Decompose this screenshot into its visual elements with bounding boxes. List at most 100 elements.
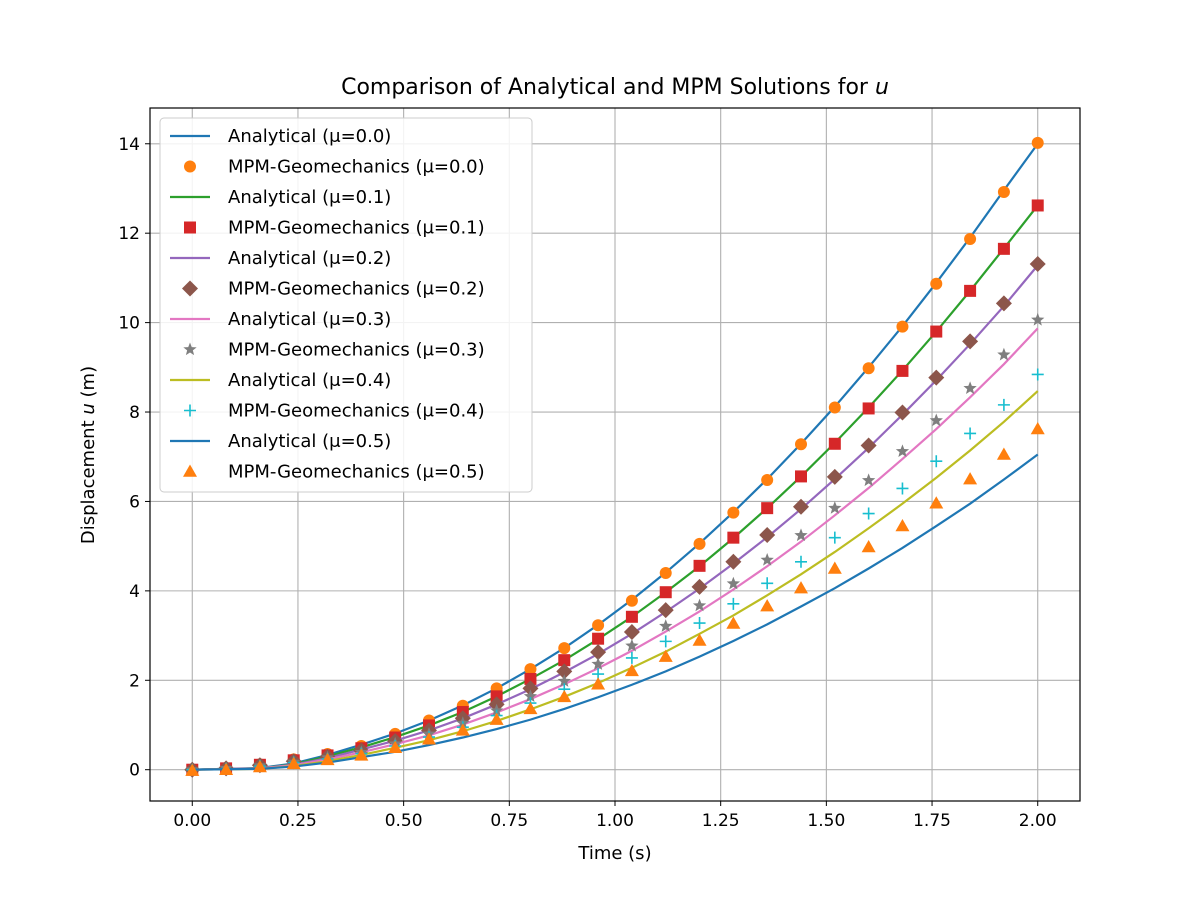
data-point: [523, 689, 538, 703]
y-axis-label-prefix: Displacement: [78, 420, 99, 544]
data-point: [727, 506, 740, 519]
data-point: [591, 657, 605, 670]
data-point: [826, 468, 843, 485]
data-point: [727, 531, 740, 544]
data-point: [659, 635, 672, 648]
series-layer: [184, 136, 1046, 778]
data-point: [862, 402, 875, 415]
series-10: [192, 453, 1039, 771]
legend-marker-swatch: [183, 464, 197, 477]
data-point: [828, 531, 841, 544]
data-point: [964, 284, 977, 297]
data-point: [794, 581, 808, 594]
y-tick-label: 4: [129, 582, 140, 602]
legend-entry: Analytical (μ=0.4): [170, 370, 391, 391]
data-point: [962, 333, 979, 350]
legend-entry: Analytical (μ=0.3): [170, 309, 391, 330]
data-point: [761, 473, 774, 486]
x-tick-label: 1.50: [807, 811, 845, 831]
y-tick-label: 14: [118, 135, 140, 155]
x-tick-label: 0.25: [279, 811, 317, 831]
grid: [150, 108, 1080, 801]
legend-marker-swatch: [184, 221, 196, 234]
data-point: [522, 680, 539, 697]
data-point: [896, 482, 909, 495]
data-point: [761, 502, 774, 515]
legend-label: Analytical (μ=0.4): [228, 370, 391, 391]
data-point: [557, 689, 572, 703]
legend-label: MPM-Geomechanics (μ=0.2): [228, 279, 485, 300]
data-point: [895, 444, 910, 458]
data-point: [929, 496, 944, 509]
legend-entry: Analytical (μ=0.1): [170, 187, 391, 208]
data-point: [727, 597, 740, 610]
x-tick-label: 1.00: [596, 811, 634, 831]
data-point: [592, 632, 605, 645]
legend: Analytical (μ=0.0) MPM-Geomechanics (μ=0.…: [159, 117, 533, 493]
x-tick-label: 0.00: [173, 811, 211, 831]
series-8: [192, 390, 1039, 771]
data-point: [725, 553, 742, 570]
y-axis-label-suffix: (m): [78, 366, 99, 398]
data-point: [997, 347, 1011, 361]
series-line: [192, 453, 1039, 771]
data-point: [928, 369, 945, 386]
data-point: [286, 756, 301, 770]
data-point: [861, 540, 876, 553]
legend-label: Analytical (μ=0.1): [228, 187, 391, 208]
data-point: [693, 559, 706, 572]
y-tick-label: 8: [129, 403, 140, 423]
legend-label: Analytical (μ=0.2): [228, 248, 391, 269]
data-point: [623, 623, 640, 640]
data-point: [489, 712, 504, 725]
data-point: [930, 325, 943, 338]
legend-label: MPM-Geomechanics (μ=0.1): [228, 218, 485, 239]
y-tick-label: 12: [118, 224, 140, 244]
legend-entry: MPM-Geomechanics (μ=0.3): [183, 340, 485, 361]
data-point: [659, 566, 672, 579]
data-point: [592, 619, 605, 632]
data-point: [557, 674, 571, 687]
series-11: [185, 422, 1045, 776]
data-point: [657, 602, 674, 619]
data-point: [895, 519, 910, 532]
data-point: [1029, 256, 1046, 273]
data-point: [760, 599, 775, 612]
series-line: [192, 390, 1039, 771]
data-point: [963, 381, 977, 394]
data-point: [354, 748, 369, 761]
legend-entry: MPM-Geomechanics (μ=0.0): [184, 157, 485, 178]
legend-entry: MPM-Geomechanics (μ=0.2): [182, 279, 485, 300]
legend-entry: Analytical (μ=0.0): [170, 126, 391, 147]
data-point: [930, 277, 943, 290]
data-point: [726, 576, 741, 590]
data-point: [1031, 136, 1044, 149]
chart-title-var: u: [875, 75, 889, 100]
data-point: [930, 455, 943, 468]
data-point: [591, 677, 606, 690]
legend-label: MPM-Geomechanics (μ=0.4): [228, 401, 485, 422]
data-point: [659, 586, 672, 599]
data-point: [828, 437, 841, 450]
data-point: [625, 594, 638, 607]
data-point: [1031, 312, 1045, 326]
legend-entry: Analytical (μ=0.2): [170, 248, 391, 269]
data-point: [558, 654, 571, 667]
legend-label: Analytical (μ=0.0): [228, 126, 391, 147]
legend-label: Analytical (μ=0.5): [228, 431, 391, 452]
x-tick-label: 0.50: [385, 811, 423, 831]
y-tick-label: 2: [129, 671, 140, 691]
data-point: [693, 617, 706, 630]
data-point: [995, 295, 1012, 312]
data-point: [556, 663, 573, 680]
legend-marker-swatch: [184, 160, 196, 173]
y-tick-label: 6: [129, 492, 140, 512]
y-tick-label: 10: [118, 314, 140, 334]
data-point: [964, 232, 977, 245]
legend-label: MPM-Geomechanics (μ=0.0): [228, 157, 485, 178]
data-point: [455, 723, 470, 736]
data-point: [691, 578, 708, 595]
data-point: [1031, 368, 1044, 381]
